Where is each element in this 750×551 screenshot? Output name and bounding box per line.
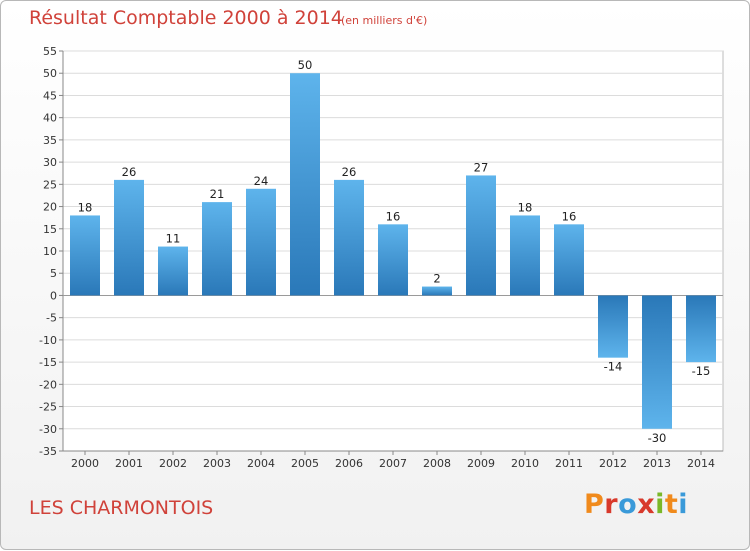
y-tick-label: 55 (43, 45, 57, 58)
logo-letter: i (678, 489, 689, 520)
bar (114, 179, 144, 296)
bar-value-label: -14 (604, 360, 623, 374)
y-tick-label: 0 (50, 289, 57, 302)
bar (202, 202, 232, 296)
y-tick-label: -25 (39, 401, 57, 414)
bar (510, 215, 540, 296)
y-tick-label: -15 (39, 356, 57, 369)
bar-value-label: 26 (122, 165, 137, 179)
bar-value-label: -15 (692, 364, 711, 378)
y-tick-label: -20 (39, 378, 57, 391)
x-tick-label: 2012 (599, 457, 627, 470)
bar (70, 215, 100, 296)
bar (554, 224, 584, 296)
x-tick-label: 2010 (511, 457, 539, 470)
x-tick-label: 2009 (467, 457, 495, 470)
x-tick-label: 2006 (335, 457, 363, 470)
x-tick-label: 2004 (247, 457, 275, 470)
bar (686, 295, 716, 363)
x-tick-label: 2001 (115, 457, 143, 470)
y-tick-label: -30 (39, 423, 57, 436)
bar (158, 246, 188, 296)
bar-value-label: 24 (254, 174, 269, 188)
x-tick-label: 2013 (643, 457, 671, 470)
chart-title: Résultat Comptable 2000 à 2014 (29, 7, 343, 29)
bar-value-label: 2 (433, 272, 440, 286)
chart-unit: (en milliers d'€) (341, 14, 428, 27)
bar-value-label: 21 (210, 187, 225, 201)
bar (290, 73, 320, 296)
x-tick-label: 2014 (687, 457, 715, 470)
logo-letter: i (655, 489, 665, 520)
y-tick-label: 30 (43, 156, 57, 169)
bar (422, 286, 452, 296)
y-tick-label: 5 (50, 267, 57, 280)
y-tick-label: 45 (43, 89, 57, 102)
bar (246, 188, 276, 296)
bar (598, 295, 628, 358)
bar (642, 295, 672, 429)
bar-value-label: 18 (78, 200, 93, 214)
proxiti-logo: Proxiti (584, 489, 688, 520)
bar-value-label: 18 (518, 200, 533, 214)
y-tick-label: 15 (43, 223, 57, 236)
y-tick-label: 25 (43, 178, 57, 191)
bar (378, 224, 408, 296)
logo-letter: o (618, 489, 638, 520)
bar-value-label: 27 (474, 160, 489, 174)
logo-letter: x (637, 489, 656, 520)
logo-letter: P (584, 489, 605, 520)
bar (466, 175, 496, 296)
y-tick-label: -5 (46, 312, 57, 325)
y-tick-label: 40 (43, 112, 57, 125)
x-tick-label: 2011 (555, 457, 583, 470)
x-tick-label: 2005 (291, 457, 319, 470)
y-tick-label: 20 (43, 201, 57, 214)
x-tick-label: 2008 (423, 457, 451, 470)
y-tick-label: -10 (39, 334, 57, 347)
bar-value-label: -30 (648, 431, 667, 445)
bar (334, 179, 364, 296)
bar-value-label: 26 (342, 165, 357, 179)
y-tick-label: 35 (43, 134, 57, 147)
x-tick-label: 2003 (203, 457, 231, 470)
bar-value-label: 16 (562, 209, 577, 223)
logo-letter: r (604, 489, 619, 520)
bar-value-label: 16 (386, 209, 401, 223)
x-tick-label: 2002 (159, 457, 187, 470)
y-tick-label: -35 (39, 445, 57, 458)
logo-letter: t (664, 489, 679, 520)
y-tick-label: 50 (43, 67, 57, 80)
place-name: LES CHARMONTOIS (29, 497, 214, 519)
y-tick-label: 10 (43, 245, 57, 258)
bar-value-label: 50 (298, 58, 313, 72)
x-tick-label: 2007 (379, 457, 407, 470)
x-tick-label: 2000 (71, 457, 99, 470)
bar-value-label: 11 (166, 232, 181, 246)
